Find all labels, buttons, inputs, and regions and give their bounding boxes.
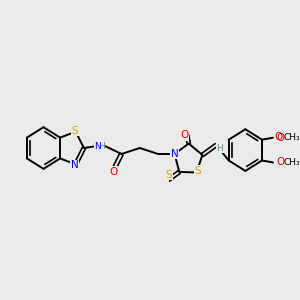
Text: N: N xyxy=(171,149,178,159)
Text: H: H xyxy=(216,144,223,153)
Text: CH₃: CH₃ xyxy=(283,158,300,167)
Text: S: S xyxy=(71,126,78,136)
Text: O: O xyxy=(180,130,188,140)
Text: CH₃: CH₃ xyxy=(283,133,300,142)
Text: O: O xyxy=(277,133,285,143)
Text: S: S xyxy=(194,166,201,176)
Text: O: O xyxy=(109,167,117,177)
Text: H: H xyxy=(98,142,105,151)
Text: N: N xyxy=(71,160,79,170)
Text: S: S xyxy=(165,170,172,180)
Text: O: O xyxy=(274,132,283,142)
Text: O: O xyxy=(277,158,285,167)
Text: N: N xyxy=(94,142,101,151)
